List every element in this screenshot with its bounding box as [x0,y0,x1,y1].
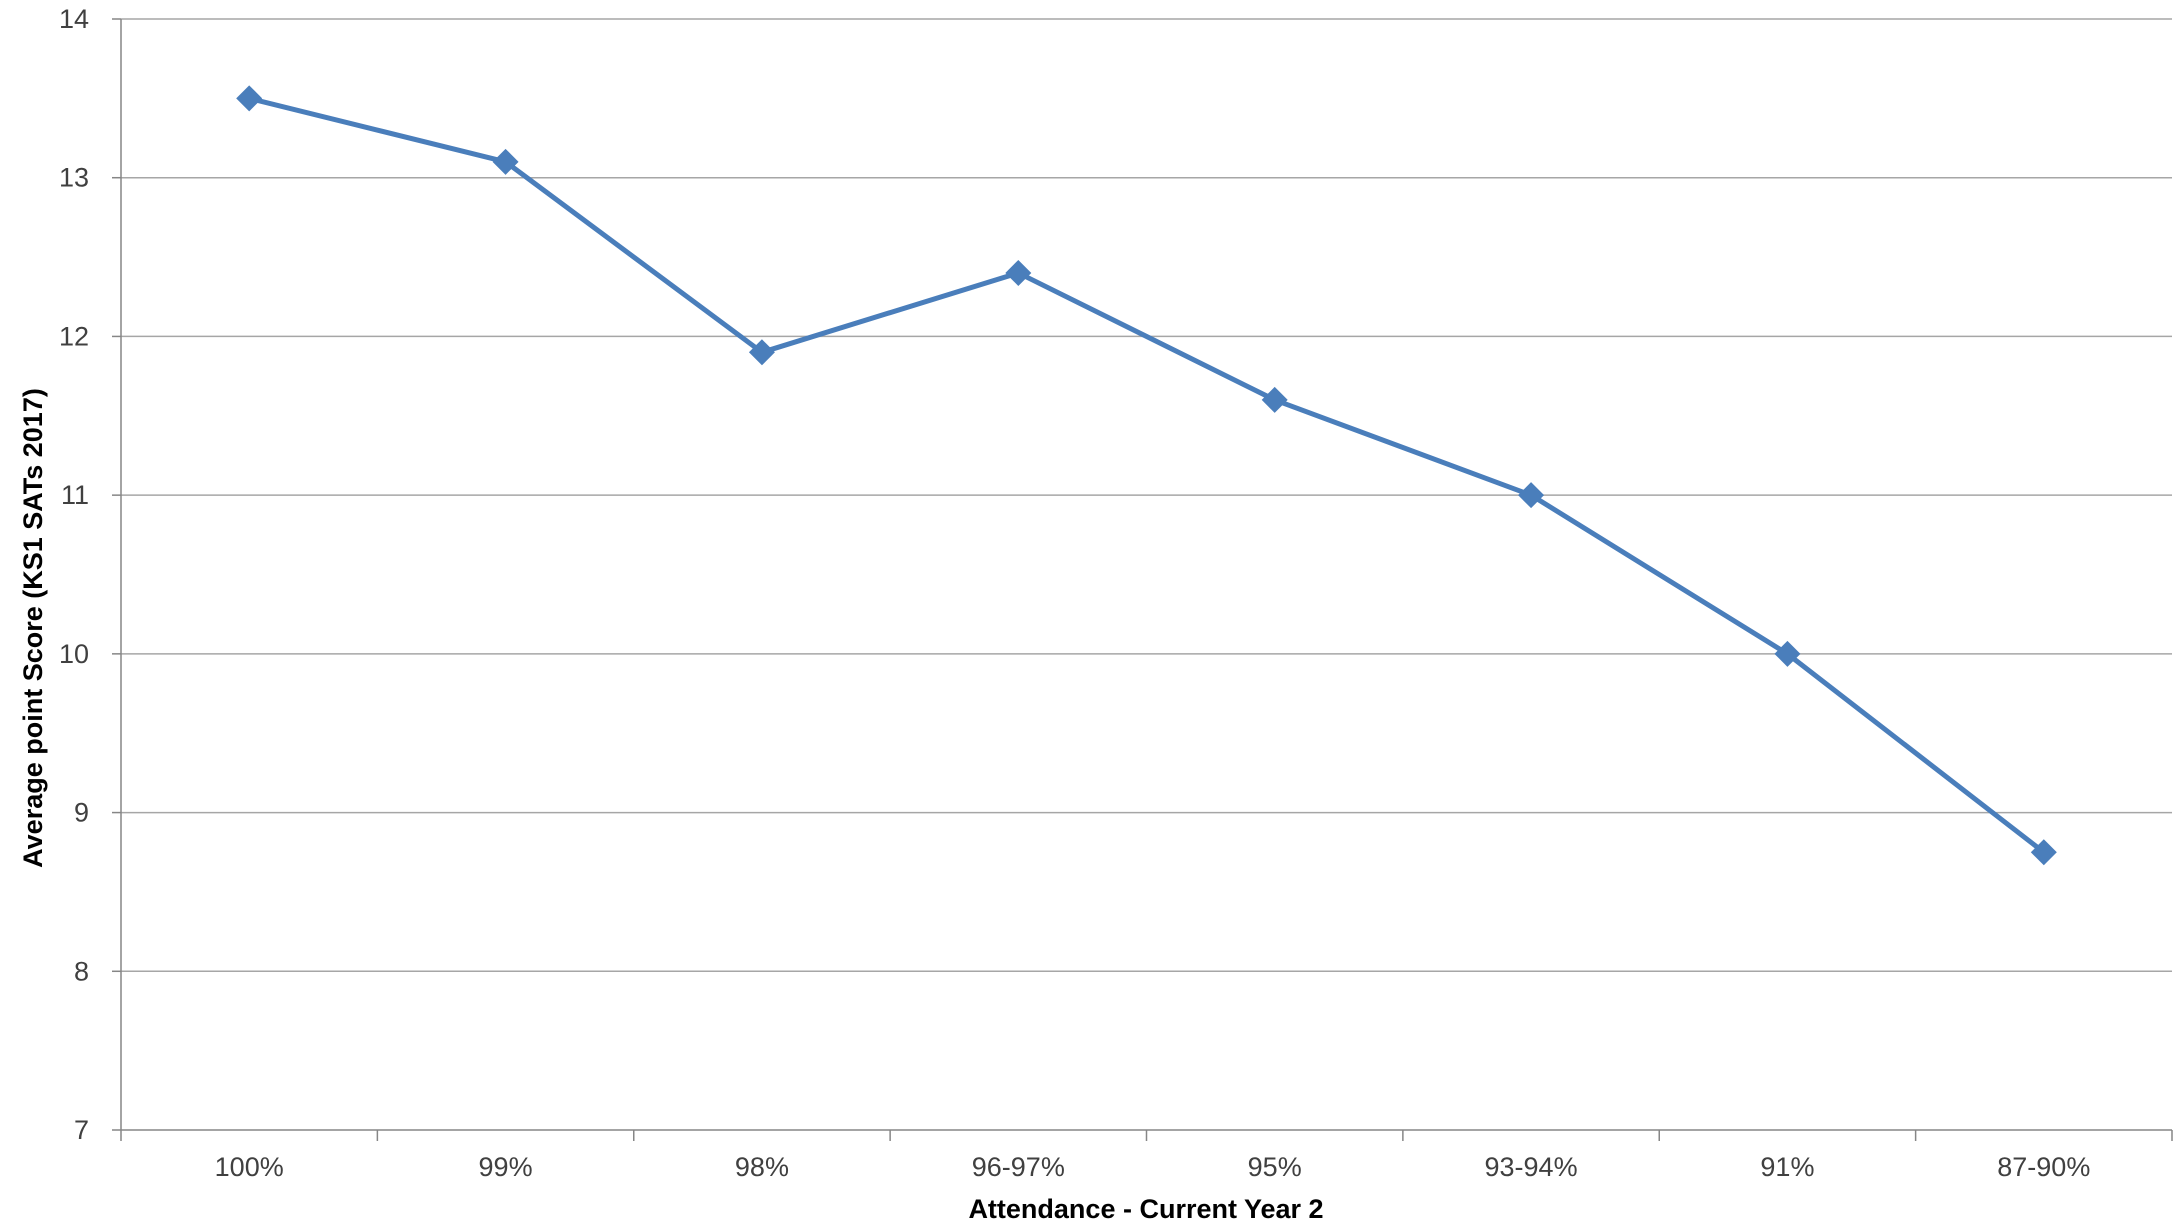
series-line [248,95,2046,855]
y-tick-label: 9 [74,798,89,828]
data-point-marker [1261,386,1288,413]
gridlines [121,18,2172,973]
tick-labels: 7 8 9 10 11 12 13 14 100% 99% 98% 96-97% 95% 93-94% 91… [59,4,2090,1182]
data-point-marker [236,85,263,112]
data-point-marker [1518,482,1545,509]
axes [112,18,2173,1141]
x-tick-label: 87-90% [1997,1152,2090,1182]
y-tick-label: 7 [74,1115,89,1145]
x-tick-label: 99% [479,1152,533,1182]
y-tick-label: 12 [59,321,89,351]
data-point-marker [492,148,519,175]
x-axis-title: Attendance - Current Year 2 [968,1194,1323,1224]
series-line-group [248,95,2046,855]
data-point-marker [748,339,775,366]
x-tick-label: 96-97% [972,1152,1065,1182]
x-tick-label: 91% [1760,1152,1814,1182]
y-tick-label: 14 [59,4,89,34]
x-tick-label: 93-94% [1485,1152,1578,1182]
data-point-marker [1774,640,1801,667]
y-tick-label: 13 [59,163,89,193]
y-tick-label: 8 [74,956,89,986]
y-axis-title: Average point Score (KS1 SATs 2017) [18,388,48,868]
x-tick-label: 98% [735,1152,789,1182]
y-tick-label: 10 [59,639,89,669]
data-point-marker [2030,839,2057,866]
data-point-marker [1005,259,1032,286]
series-markers [236,85,2057,866]
y-tick-label: 11 [61,480,89,510]
x-tick-label: 95% [1248,1152,1302,1182]
x-tick-label: 100% [215,1152,284,1182]
